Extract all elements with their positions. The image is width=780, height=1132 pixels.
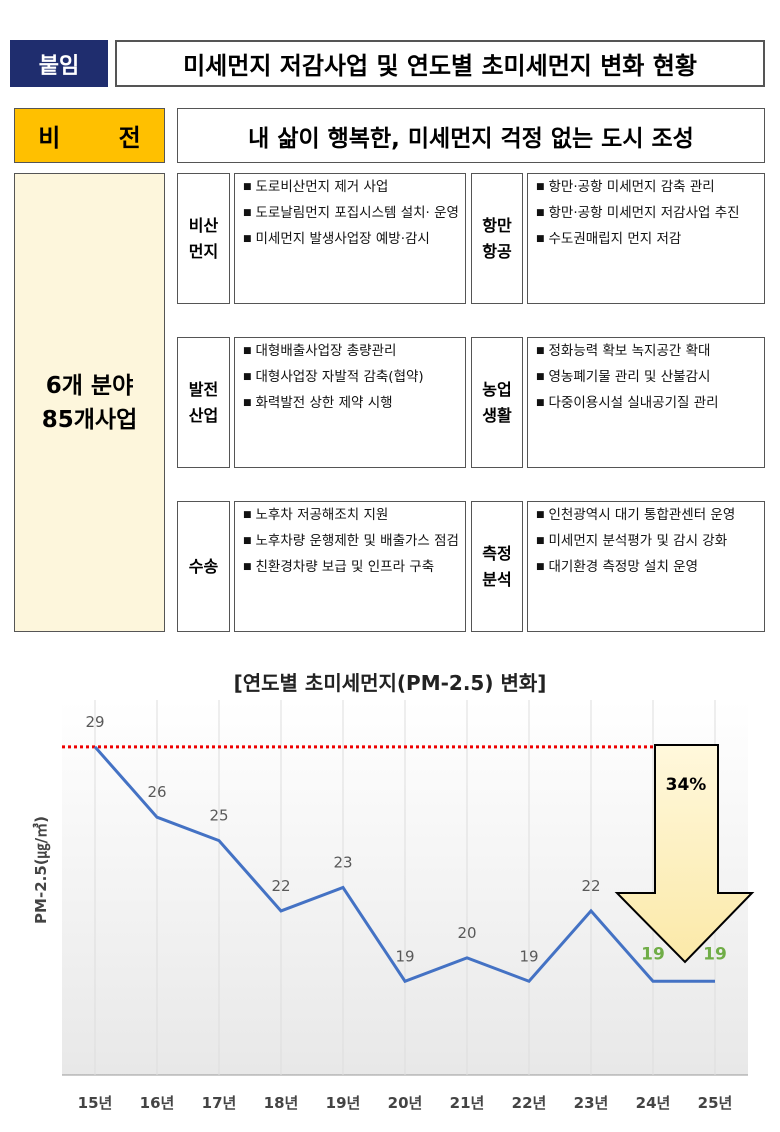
field-label-line: 항공 bbox=[482, 241, 512, 261]
x-tick-label: 22년 bbox=[512, 1094, 547, 1112]
data-label: 23 bbox=[333, 854, 352, 872]
x-tick-label: 20년 bbox=[388, 1094, 423, 1112]
title: 미세먼지 저감사업 및 연도별 초미세먼지 변화 현황 bbox=[115, 40, 765, 87]
data-label: 25 bbox=[209, 807, 228, 825]
field-label-line: 산업 bbox=[188, 405, 219, 425]
data-label: 19 bbox=[519, 947, 538, 965]
field-item: 노후차량 운행제한 및 배출가스 점검 bbox=[243, 528, 459, 554]
field-label-line: 농업 bbox=[482, 379, 512, 399]
x-tick-label: 19년 bbox=[326, 1094, 361, 1112]
reduction-arrow bbox=[614, 744, 755, 964]
field-item: 미세먼지 발생사업장 예방·감시 bbox=[243, 226, 430, 252]
data-label: 19 bbox=[703, 944, 727, 964]
field-item: 다중이용시설 실내공기질 관리 bbox=[536, 390, 719, 416]
field-item: 미세먼지 분석평가 및 감시 강화 bbox=[536, 528, 728, 554]
field-items: 도로비산먼지 제거 사업도로날림먼지 포집시스템 설치· 운영미세먼지 발생사업… bbox=[234, 173, 466, 304]
data-label: 29 bbox=[85, 713, 104, 731]
summary-line: 85개사업 bbox=[41, 406, 138, 433]
field-label-line: 수송 bbox=[188, 556, 219, 576]
summary: 6개 분야 85개사업 bbox=[14, 173, 165, 632]
field-items: 정화능력 확보 녹지공간 확대영농폐기물 관리 및 산불감시다중이용시설 실내공… bbox=[527, 337, 765, 468]
field-item: 항만·공항 미세먼지 저감사업 추진 bbox=[536, 200, 740, 226]
data-line bbox=[93, 745, 715, 984]
field-item: 정화능력 확보 녹지공간 확대 bbox=[536, 338, 711, 364]
plot-area bbox=[62, 700, 748, 1075]
data-label: 22 bbox=[581, 877, 600, 895]
vision-text: 내 삶이 행복한, 미세먼지 걱정 없는 도시 조성 bbox=[177, 108, 765, 163]
x-tick-label: 24년 bbox=[636, 1094, 671, 1112]
vision-label: 비 전 bbox=[14, 108, 165, 163]
y-label: PM-2.5(㎍/㎥) bbox=[32, 816, 51, 924]
data-label: 19 bbox=[641, 944, 665, 964]
x-tick-label: 23년 bbox=[574, 1094, 609, 1112]
tag: 붙임 bbox=[10, 40, 108, 87]
data-label: 26 bbox=[147, 783, 166, 801]
field-label-line: 먼지 bbox=[188, 241, 219, 261]
field-items: 노후차 저공해조치 지원노후차량 운행제한 및 배출가스 점검친환경차량 보급 … bbox=[234, 501, 466, 632]
field-item: 친환경차량 보급 및 인프라 구축 bbox=[243, 554, 435, 580]
data-label: 22 bbox=[271, 877, 290, 895]
field-item: 항만·공항 미세먼지 감축 관리 bbox=[536, 174, 715, 200]
field-item: 영농폐기물 관리 및 산불감시 bbox=[536, 364, 711, 390]
field-label: 수송 bbox=[177, 501, 230, 632]
field-label-line: 측정 bbox=[482, 543, 512, 563]
field-item: 대기환경 측정망 설치 운영 bbox=[536, 554, 699, 580]
data-label: 19 bbox=[395, 947, 414, 965]
x-tick-label: 25년 bbox=[698, 1094, 733, 1112]
field-label-line: 생활 bbox=[482, 405, 512, 425]
field-item: 대형배출사업장 총량관리 bbox=[243, 338, 397, 364]
field-item: 대형사업장 자발적 감축(협약) bbox=[243, 364, 424, 390]
field-label-line: 비산 bbox=[188, 215, 219, 235]
field-item: 노후차 저공해조치 지원 bbox=[243, 502, 389, 528]
x-tick-label: 21년 bbox=[450, 1094, 485, 1112]
field-label-line: 발전 bbox=[188, 379, 219, 399]
field-item: 화력발전 상한 제약 시행 bbox=[243, 390, 393, 416]
field-item: 도로날림먼지 포집시스템 설치· 운영 bbox=[243, 200, 459, 226]
data-label: 20 bbox=[457, 924, 476, 942]
field-items: 대형배출사업장 총량관리대형사업장 자발적 감축(협약)화력발전 상한 제약 시… bbox=[234, 337, 466, 468]
annotation: 34% bbox=[666, 775, 707, 795]
x-tick-label: 18년 bbox=[264, 1094, 299, 1112]
chart-title: [연도별 초미세먼지(PM-2.5) 변화] bbox=[234, 671, 547, 695]
summary-line: 6개 분야 bbox=[45, 372, 134, 399]
x-tick-label: 16년 bbox=[140, 1094, 175, 1112]
field-items: 인천광역시 대기 통합관센터 운영미세먼지 분석평가 및 감시 강화대기환경 측… bbox=[527, 501, 765, 632]
x-tick-label: 15년 bbox=[78, 1094, 113, 1112]
field-label-line: 항만 bbox=[482, 215, 512, 235]
x-tick-label: 17년 bbox=[202, 1094, 237, 1112]
field-item: 도로비산먼지 제거 사업 bbox=[243, 174, 389, 200]
field-label-line: 분석 bbox=[482, 569, 512, 589]
field-item: 인천광역시 대기 통합관센터 운영 bbox=[536, 502, 736, 528]
field-items: 항만·공항 미세먼지 감축 관리항만·공항 미세먼지 저감사업 추진수도권매립지… bbox=[527, 173, 765, 304]
field-item: 수도권매립지 먼지 저감 bbox=[536, 226, 682, 252]
